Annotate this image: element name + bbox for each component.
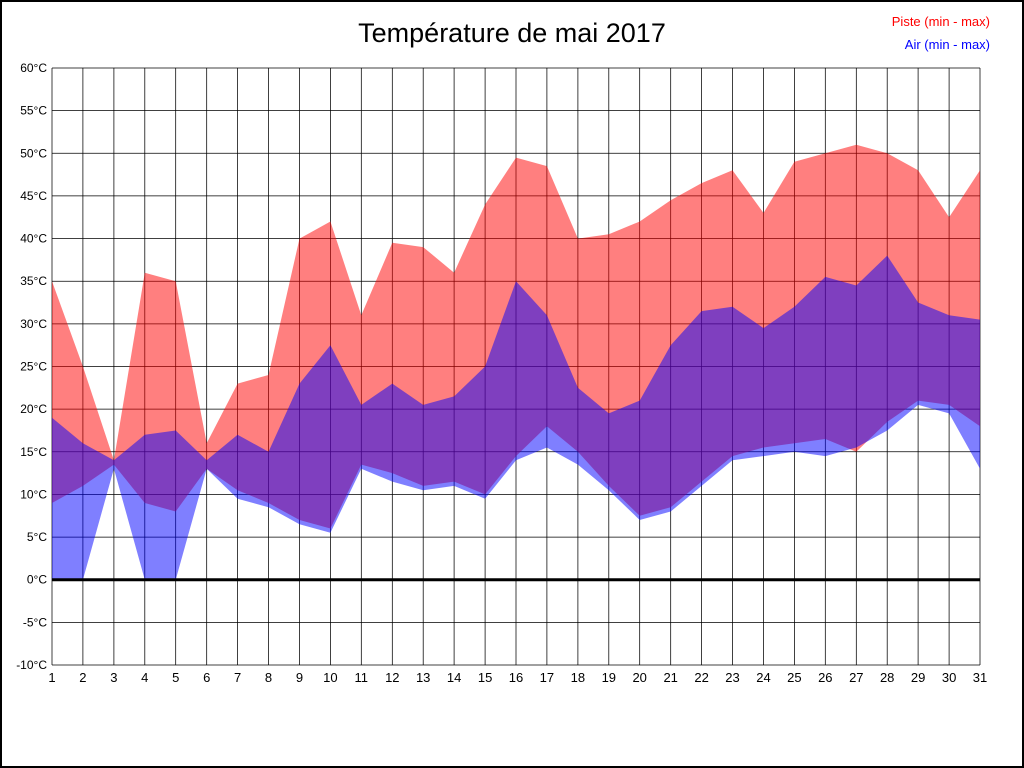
x-tick-label: 27 (849, 670, 863, 685)
y-tick-label: 60°C (20, 61, 47, 75)
x-tick-label: 19 (602, 670, 616, 685)
legend-piste: Piste (min - max) (891, 14, 990, 29)
y-tick-label: 5°C (27, 530, 47, 544)
y-tick-label: 45°C (20, 189, 47, 203)
y-tick-label: 25°C (20, 360, 47, 374)
x-tick-label: 1 (48, 670, 55, 685)
x-tick-label: 29 (911, 670, 925, 685)
x-tick-label: 21 (663, 670, 677, 685)
y-tick-label: 40°C (20, 232, 47, 246)
y-tick-label: 55°C (20, 104, 47, 118)
y-tick-label: 20°C (20, 402, 47, 416)
legend-air: Air (min - max) (904, 37, 990, 52)
air-band (52, 255, 980, 580)
x-tick-label: 6 (203, 670, 210, 685)
y-tick-label: 35°C (20, 274, 47, 288)
x-tick-label: 8 (265, 670, 272, 685)
y-tick-label: 10°C (20, 487, 47, 501)
x-tick-label: 9 (296, 670, 303, 685)
x-tick-label: 22 (694, 670, 708, 685)
x-tick-label: 7 (234, 670, 241, 685)
x-tick-label: 3 (110, 670, 117, 685)
x-axis-labels: 1 2 3 4 5 6 7 8 9 10 11 12 13 14 15 16 17 18 19 20 21 22 23 24 2… (48, 670, 987, 685)
x-tick-label: 25 (787, 670, 801, 685)
x-tick-label: 5 (172, 670, 179, 685)
x-tick-label: 20 (632, 670, 646, 685)
x-tick-label: 26 (818, 670, 832, 685)
legend: Piste (min - max) Air (min - max) (892, 10, 990, 56)
x-tick-label: 13 (416, 670, 430, 685)
y-tick-label: 15°C (20, 445, 47, 459)
x-tick-label: 2 (79, 670, 86, 685)
x-tick-label: 23 (725, 670, 739, 685)
x-tick-label: 12 (385, 670, 399, 685)
x-tick-label: 10 (323, 670, 337, 685)
y-tick-label: -10°C (16, 658, 47, 672)
x-tick-label: 18 (571, 670, 585, 685)
y-tick-label: 0°C (27, 573, 47, 587)
x-tick-label: 15 (478, 670, 492, 685)
y-tick-label: 30°C (20, 317, 47, 331)
x-tick-label: 4 (141, 670, 148, 685)
x-tick-label: 16 (509, 670, 523, 685)
y-tick-label: 50°C (20, 146, 47, 160)
chart-title: Température de mai 2017 (358, 18, 666, 48)
y-axis-labels: 60°C 55°C 50°C 45°C 40°C 35°C 30°C 25°C 20°C 15°C… (16, 61, 47, 672)
x-tick-label: 31 (973, 670, 987, 685)
x-tick-label: 30 (942, 670, 956, 685)
x-tick-label: 24 (756, 670, 770, 685)
x-tick-label: 17 (540, 670, 554, 685)
x-tick-label: 28 (880, 670, 894, 685)
y-tick-label: -5°C (23, 615, 47, 629)
x-tick-label: 14 (447, 670, 461, 685)
x-tick-label: 11 (355, 670, 369, 685)
